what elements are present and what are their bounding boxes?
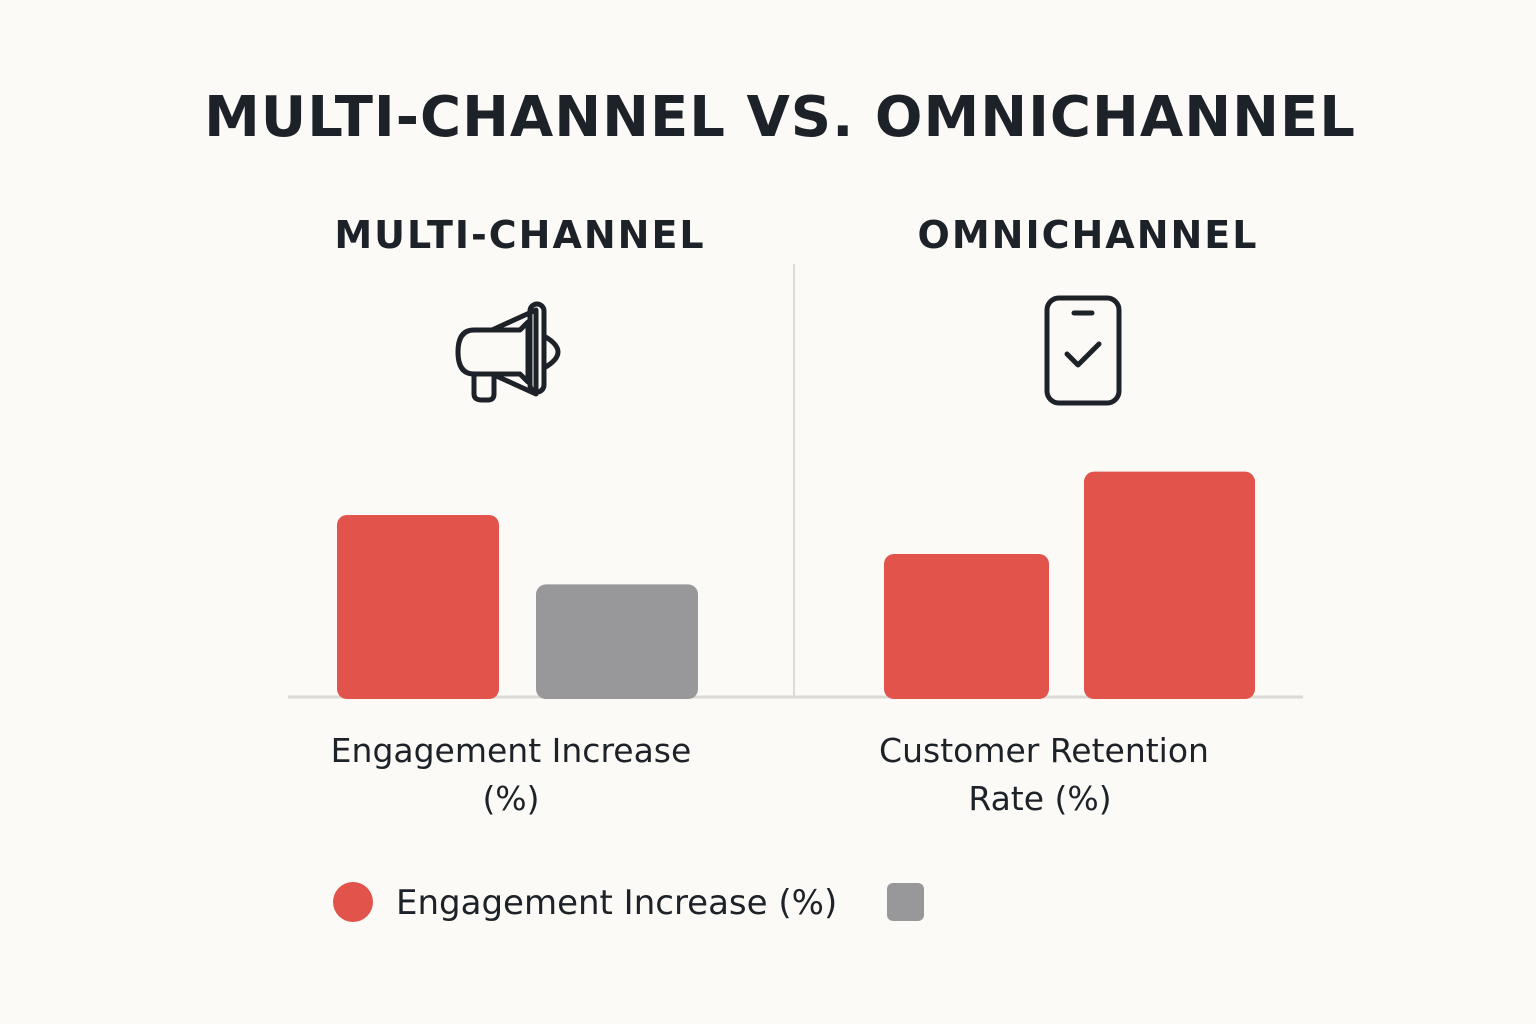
legend-swatch-red [333, 882, 373, 922]
bar-multichannel-1 [337, 515, 499, 699]
chart-title: MULTI-CHANNEL VS. OMNICHANNEL [204, 85, 1356, 150]
xlabel-multichannel-line2: (%) [482, 779, 539, 818]
bar-omnichannel-1 [884, 554, 1049, 699]
smartphone-check-icon [1044, 295, 1122, 406]
legend-label-engagement: Engagement Increase (%) [396, 883, 837, 923]
xlabel-multichannel-line1: Engagement Increase [331, 731, 692, 770]
panel-title-omnichannel: OMNICHANNEL [918, 213, 1259, 257]
legend: Engagement Increase (%) [333, 882, 924, 923]
panel-title-multichannel: MULTI-CHANNEL [334, 213, 705, 257]
bar-multichannel-2 [536, 584, 698, 699]
xlabel-omnichannel-line1: Customer Retention [879, 731, 1209, 770]
legend-swatch-gray [887, 883, 924, 921]
megaphone-icon [455, 301, 561, 403]
bar-omnichannel-2 [1084, 471, 1255, 699]
xlabel-omnichannel-line2: Rate (%) [968, 779, 1111, 818]
